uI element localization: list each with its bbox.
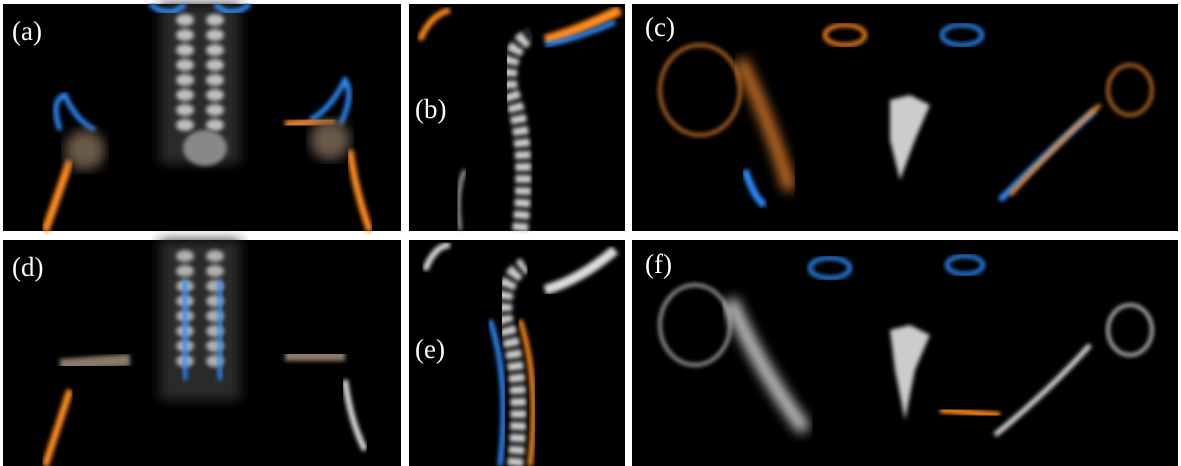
vertebra	[206, 74, 224, 86]
panel-c: (c)	[632, 4, 1178, 231]
panel-label: (b)	[415, 94, 446, 124]
vertebra	[176, 44, 194, 56]
figure: (a) (b) (c) (d)	[0, 0, 1181, 466]
panel-b: (b)	[409, 4, 625, 231]
vertebra	[176, 89, 194, 101]
vertebra	[176, 14, 194, 26]
vertebra	[176, 59, 194, 71]
vertebra	[206, 29, 224, 41]
panel-d: (d)	[3, 240, 401, 466]
panel-label: (c)	[645, 12, 675, 42]
panel-f: (f)	[632, 240, 1178, 466]
vertebra	[176, 250, 194, 262]
panel-label: (e)	[415, 334, 445, 364]
vertebra	[206, 14, 224, 26]
vertebra	[206, 250, 224, 262]
panel-label: (a)	[12, 16, 42, 46]
vertebra	[176, 104, 194, 116]
vertebra	[206, 265, 224, 277]
vertebra	[206, 119, 224, 131]
panel-label: (f)	[645, 249, 672, 279]
vertebra	[206, 89, 224, 101]
vertebra	[176, 119, 194, 131]
panel-label: (d)	[12, 252, 43, 282]
vertebra	[176, 74, 194, 86]
panel-e: (e)	[409, 240, 625, 466]
vertebra	[176, 265, 194, 277]
vertebra	[206, 44, 224, 56]
panel-a: (a)	[3, 4, 401, 231]
vertebra	[206, 59, 224, 71]
vertebra	[176, 29, 194, 41]
vertebra	[206, 104, 224, 116]
